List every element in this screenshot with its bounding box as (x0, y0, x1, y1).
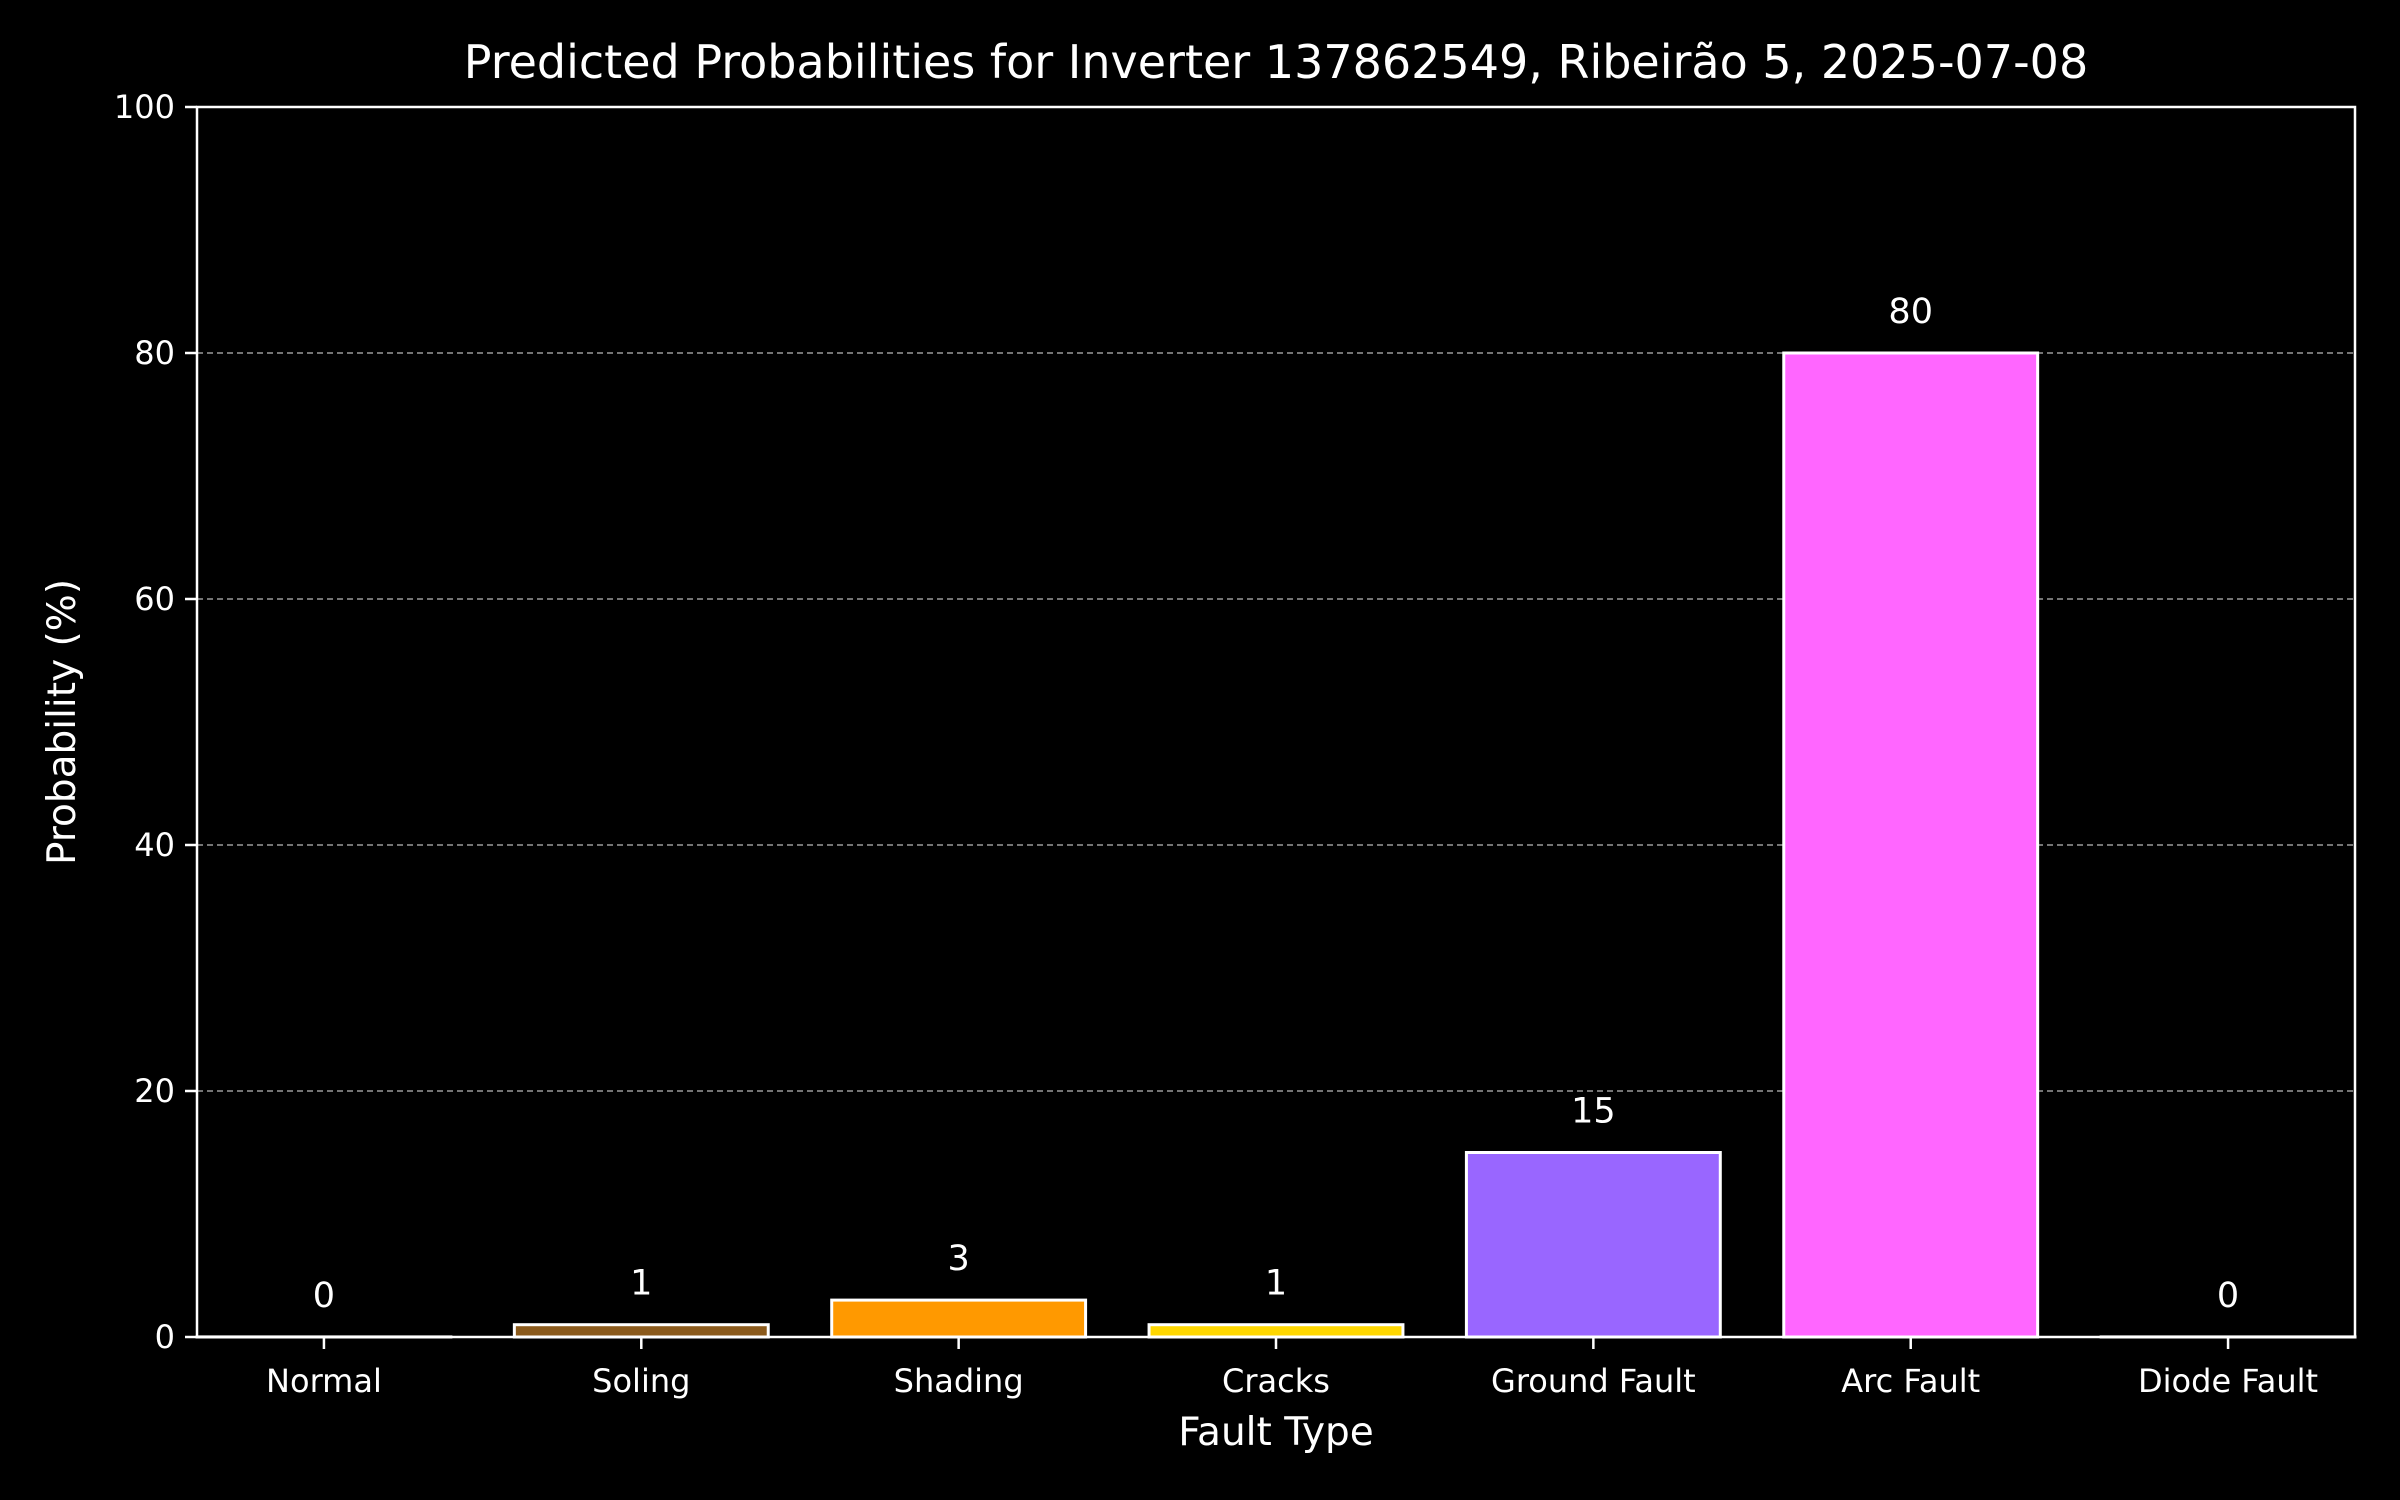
bar-cracks (1147, 1323, 1405, 1339)
value-label-diode-fault: 0 (2217, 1276, 2239, 1316)
y-tick-label: 100 (114, 88, 175, 126)
x-tick-label-normal: Normal (266, 1362, 382, 1400)
x-axis-ticks: Normal Soling Shading Cracks Ground Fault Arc… (266, 1337, 2318, 1400)
x-tick-label-arc-fault: Arc Fault (1841, 1362, 1980, 1400)
value-label-arc-fault: 80 (1888, 292, 1933, 332)
bar-arc-fault (1782, 351, 2040, 1339)
y-tick-label: 60 (134, 580, 175, 618)
y-axis-label: Probability (%) (40, 579, 85, 865)
bar-ground-fault (1464, 1151, 1722, 1339)
value-labels: 0 1 3 1 15 80 0 (313, 292, 2239, 1316)
x-tick-label-diode-fault: Diode Fault (2138, 1362, 2318, 1400)
y-tick-label: 0 (155, 1318, 175, 1356)
value-label-cracks: 1 (1265, 1264, 1287, 1304)
x-tick-label-shading: Shading (894, 1362, 1024, 1400)
y-tick-label: 80 (134, 334, 175, 372)
chart-title: Predicted Probabilities for Inverter 137… (464, 35, 2088, 89)
x-tick-label-ground-fault: Ground Fault (1491, 1362, 1696, 1400)
value-label-normal: 0 (313, 1276, 335, 1316)
value-label-ground-fault: 15 (1571, 1092, 1616, 1132)
value-label-shading: 3 (948, 1239, 970, 1279)
x-tick-label-soling: Soling (592, 1362, 690, 1400)
y-tick-label: 20 (134, 1072, 175, 1110)
value-label-soling: 1 (630, 1264, 652, 1304)
bars (195, 351, 2357, 1339)
x-axis-label: Fault Type (1178, 1410, 1374, 1455)
bar-shading (830, 1298, 1088, 1339)
y-tick-label: 40 (134, 826, 175, 864)
x-tick-label-cracks: Cracks (1222, 1362, 1330, 1400)
y-axis-ticks: 0 20 40 60 80 100 (114, 88, 197, 1356)
bar-soling (512, 1323, 770, 1339)
